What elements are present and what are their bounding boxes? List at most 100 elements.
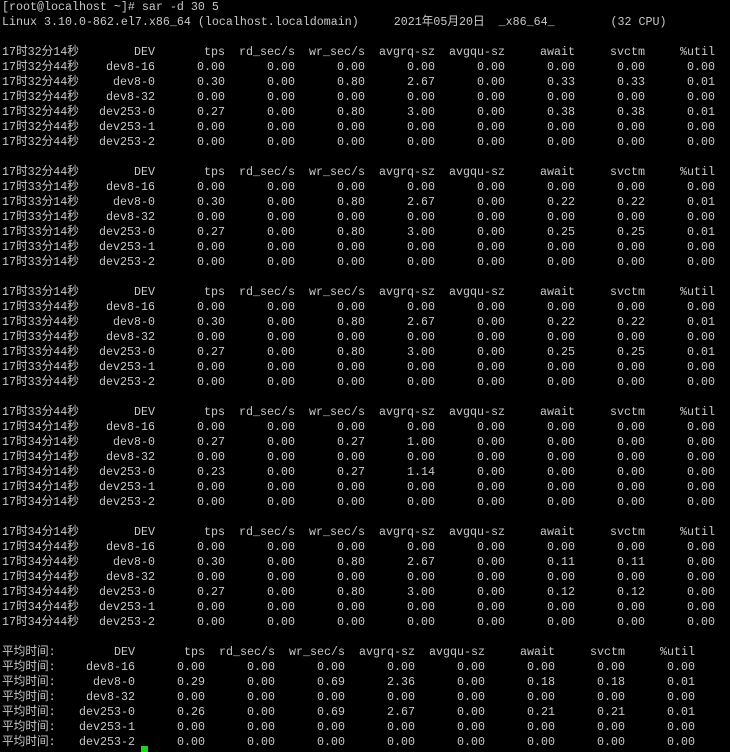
value-cell: wr_sec/s [309, 525, 365, 539]
value-cell: await [540, 45, 575, 59]
value-cell: 0.00 [407, 120, 435, 134]
value-cell: 0.00 [477, 480, 505, 494]
value-cell: 0.00 [477, 615, 505, 629]
value-cell: wr_sec/s [289, 645, 345, 659]
value-cell: 0.00 [477, 540, 505, 554]
value-cell: 0.00 [617, 540, 645, 554]
value-cell: 0.00 [547, 60, 575, 74]
device-cell: dev8-0 [113, 75, 155, 89]
value-cell: 0.18 [527, 675, 555, 689]
value-cell: 0.00 [247, 720, 275, 734]
value-cell: 0.00 [337, 180, 365, 194]
value-cell: 0.00 [267, 420, 295, 434]
device-cell: dev8-0 [113, 315, 155, 329]
device-cell: dev253-2 [99, 255, 155, 269]
table-row: 平均时间: dev8-32 0.00 0.00 0.00 0.00 0.00 0.00 0.00… [0, 690, 730, 705]
table-row: 17时32分44秒 dev8-32 0.00 0.00 0.00 0.00 0.00 0.00… [0, 90, 730, 105]
value-cell: 0.00 [667, 735, 695, 749]
value-cell: 0.00 [477, 135, 505, 149]
value-cell: tps [204, 165, 225, 179]
command-prompt-line: [root@localhost ~]# sar -d 30 5 [2, 0, 219, 14]
value-cell: 3.00 [407, 105, 435, 119]
value-cell: 0.00 [247, 675, 275, 689]
value-cell: 0.00 [267, 480, 295, 494]
value-cell: 0.80 [337, 585, 365, 599]
value-cell: 0.80 [337, 225, 365, 239]
time-cell: 17时33分44秒 [2, 315, 79, 329]
value-cell: 0.00 [547, 480, 575, 494]
device-cell: dev253-2 [99, 615, 155, 629]
value-cell: 0.11 [547, 555, 575, 569]
value-cell: 0.00 [337, 300, 365, 314]
value-cell: 0.00 [687, 300, 715, 314]
time-cell: 17时33分44秒 [2, 375, 79, 389]
value-cell: 0.00 [687, 540, 715, 554]
device-cell: dev253-2 [99, 375, 155, 389]
value-cell: 0.00 [177, 735, 205, 749]
value-cell: 0.80 [337, 195, 365, 209]
value-cell: 0.00 [197, 210, 225, 224]
value-cell: 1.00 [407, 435, 435, 449]
value-cell: rd_sec/s [239, 525, 295, 539]
value-cell: svctm [610, 405, 645, 419]
value-cell: 0.00 [547, 180, 575, 194]
value-cell: 0.00 [597, 720, 625, 734]
value-cell: avgqu-sz [449, 285, 505, 299]
table-row: 平均时间: dev8-0 0.29 0.00 0.69 2.36 0.00 0.18 0.18 0… [0, 675, 730, 690]
value-cell: 0.00 [477, 465, 505, 479]
value-cell: 0.22 [617, 315, 645, 329]
device-cell: dev8-16 [106, 540, 155, 554]
value-cell: 0.00 [267, 225, 295, 239]
value-cell: 0.00 [407, 450, 435, 464]
value-cell: 0.00 [197, 180, 225, 194]
value-cell: 0.00 [197, 90, 225, 104]
value-cell: 0.00 [197, 330, 225, 344]
value-cell: 0.00 [457, 720, 485, 734]
time-cell: 17时34分44秒 [2, 540, 79, 554]
value-cell: 0.01 [687, 105, 715, 119]
table-row: 平均时间: dev8-16 0.00 0.00 0.00 0.00 0.00 0.00 0.00… [0, 660, 730, 675]
device-cell: dev8-32 [106, 90, 155, 104]
device-cell: dev8-32 [86, 690, 135, 704]
value-cell: 0.80 [337, 75, 365, 89]
table-row: 17时32分44秒 dev253-0 0.27 0.00 0.80 3.00 0.00 0.3… [0, 105, 730, 120]
device-cell: dev253-2 [79, 735, 135, 749]
value-cell: 0.00 [267, 585, 295, 599]
value-cell: 0.00 [477, 225, 505, 239]
value-cell: 0.00 [617, 210, 645, 224]
value-cell: await [540, 285, 575, 299]
device-cell: dev253-1 [99, 240, 155, 254]
value-cell: avgrq-sz [359, 645, 415, 659]
value-cell: 0.00 [267, 240, 295, 254]
value-cell: 0.00 [547, 375, 575, 389]
time-cell: 17时33分14秒 [2, 210, 79, 224]
table-row: 平均时间: dev253-0 0.26 0.00 0.69 2.67 0.00 0.21 0.2… [0, 705, 730, 720]
value-cell: 0.00 [617, 615, 645, 629]
device-cell: dev8-16 [106, 300, 155, 314]
value-cell: 0.00 [387, 720, 415, 734]
value-cell: 0.00 [687, 615, 715, 629]
time-cell: 17时33分14秒 [2, 240, 79, 254]
value-cell: 0.00 [267, 465, 295, 479]
value-cell: 0.00 [687, 90, 715, 104]
value-cell: 0.00 [177, 720, 205, 734]
value-cell: 2.67 [407, 75, 435, 89]
value-cell: 0.00 [547, 495, 575, 509]
value-cell: 0.00 [267, 360, 295, 374]
value-cell: 0.00 [477, 105, 505, 119]
value-cell: 0.00 [197, 420, 225, 434]
value-cell: 0.00 [267, 195, 295, 209]
device-cell: DEV [114, 645, 135, 659]
device-cell: dev8-32 [106, 570, 155, 584]
value-cell: 3.00 [407, 585, 435, 599]
value-cell: 0.00 [687, 330, 715, 344]
value-cell: 0.00 [267, 450, 295, 464]
value-cell: 0.00 [477, 120, 505, 134]
value-cell: 0.00 [267, 495, 295, 509]
value-cell: avgqu-sz [449, 525, 505, 539]
value-cell: 0.00 [687, 495, 715, 509]
value-cell: 0.00 [337, 360, 365, 374]
value-cell: 0.00 [267, 105, 295, 119]
value-cell: 0.00 [337, 240, 365, 254]
